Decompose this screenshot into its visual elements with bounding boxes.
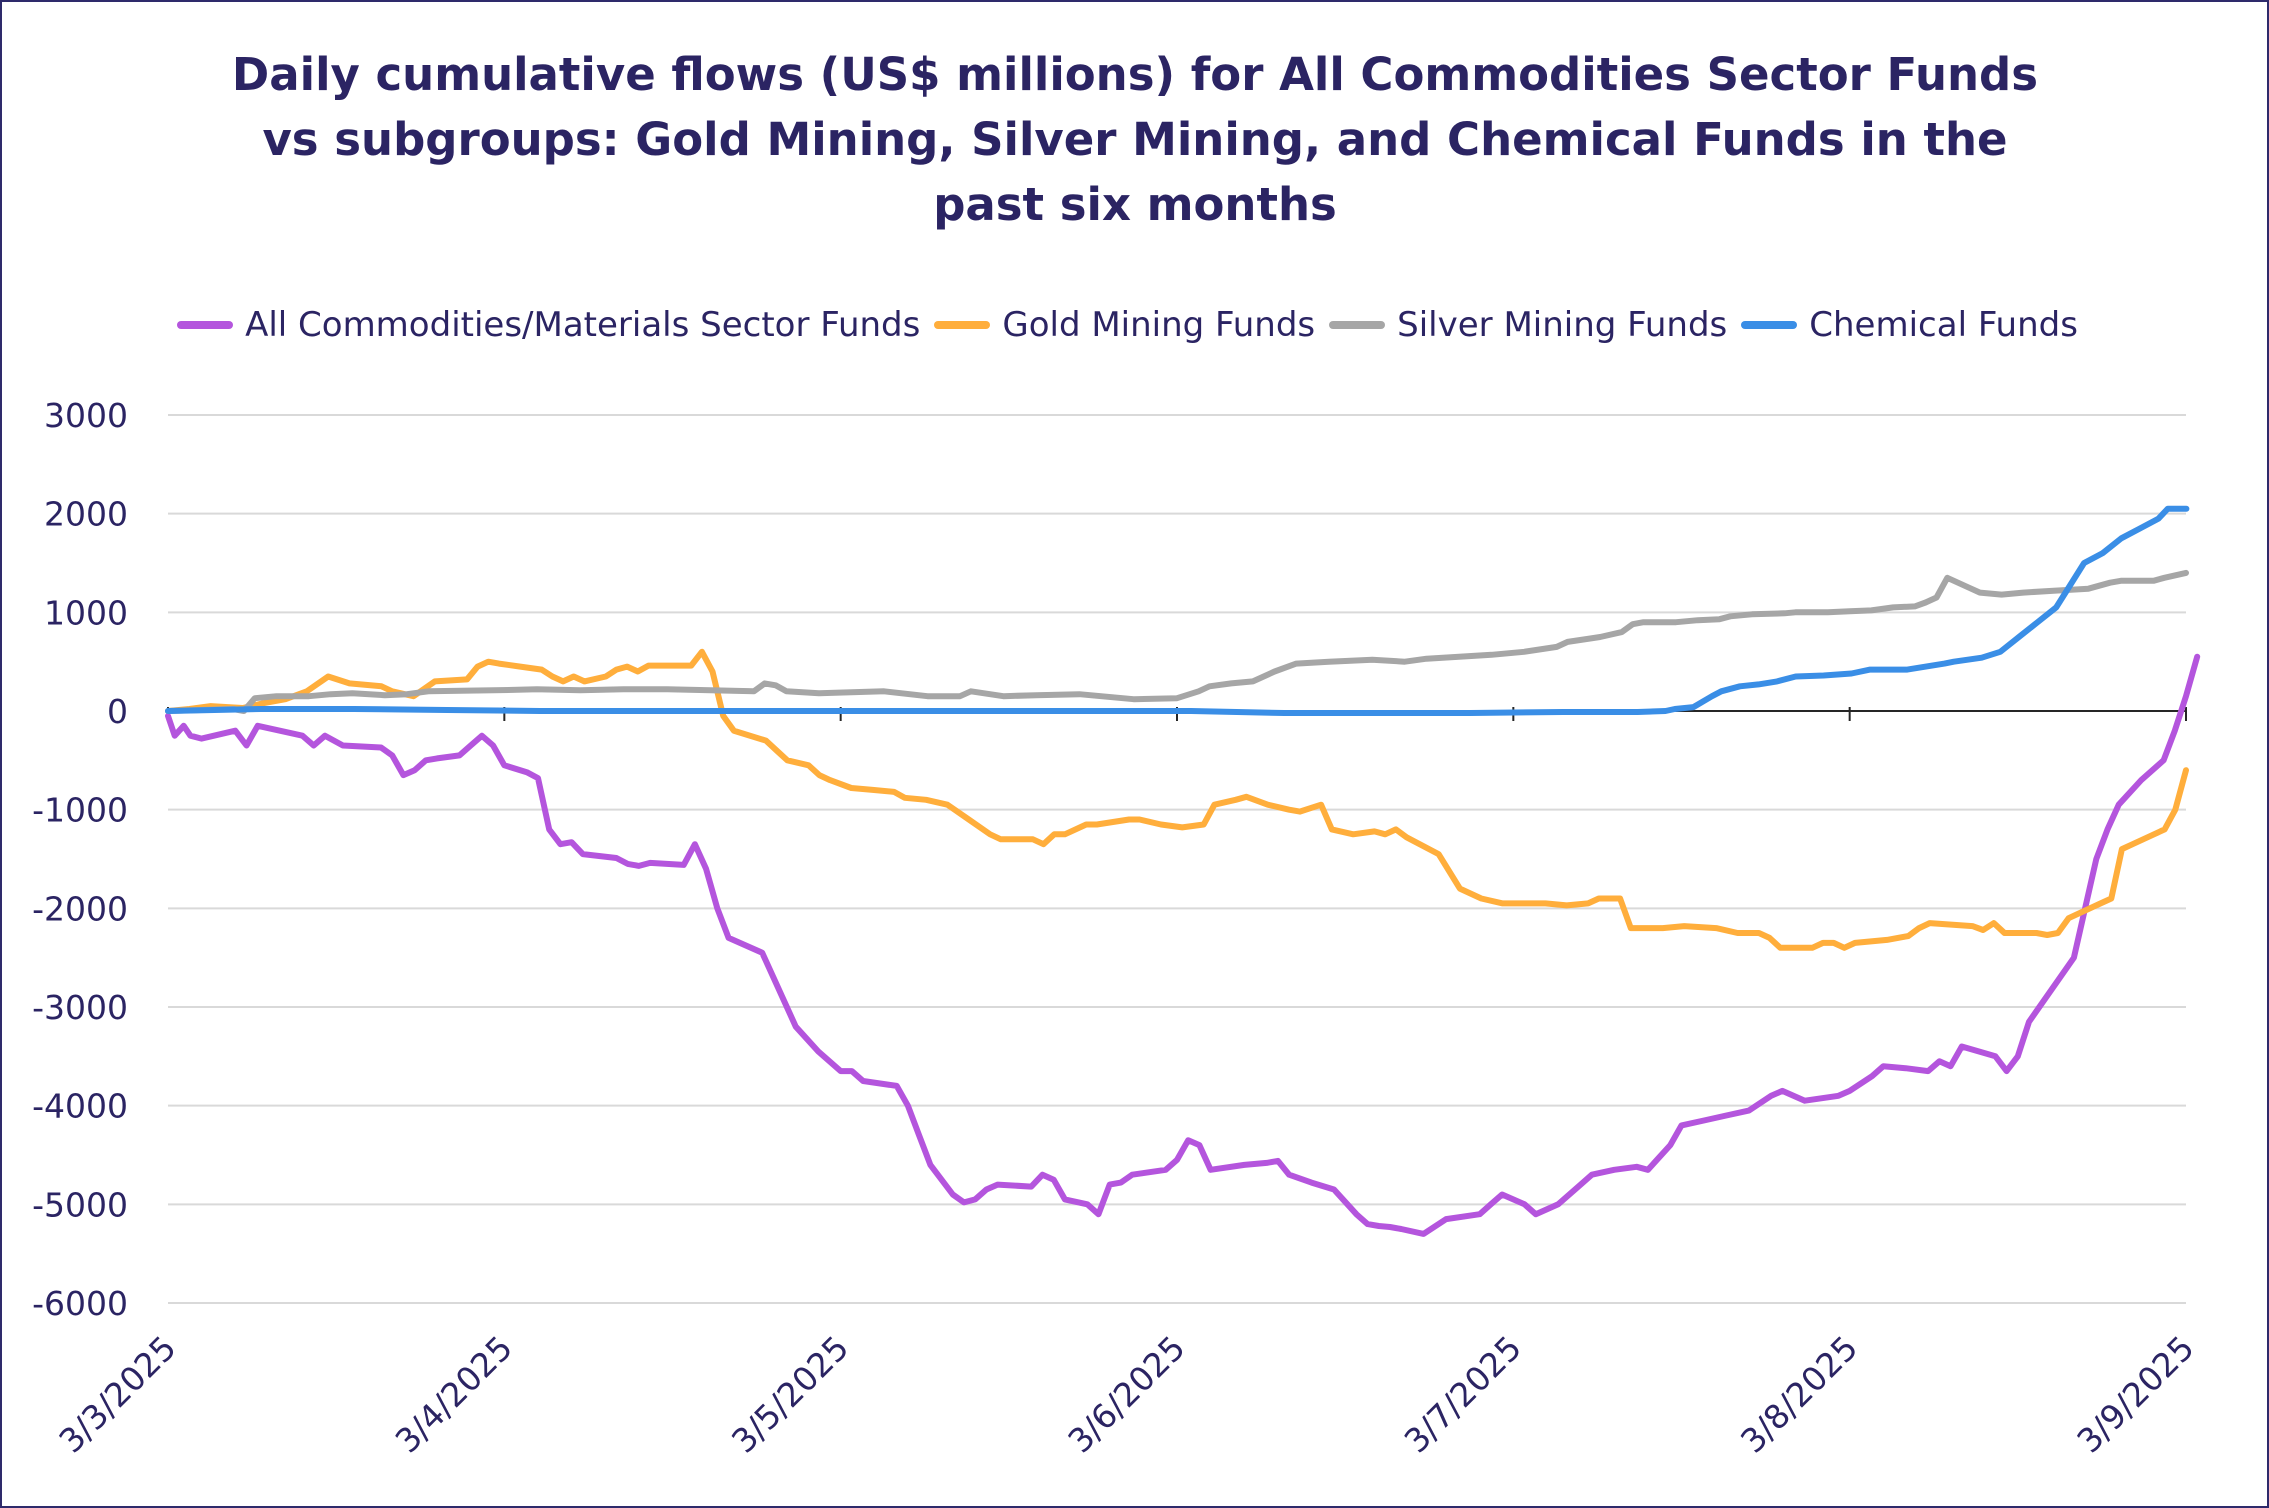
x-tick-label: 3/6/2025 — [1060, 1328, 1192, 1460]
x-tick-label: 3/9/2025 — [2069, 1328, 2201, 1460]
chart-legend: All Commodities/Materials Sector Funds G… — [0, 300, 2269, 350]
legend-item-silver-mining: Silver Mining Funds — [1329, 305, 1727, 345]
chart-title-line-2: vs subgroups: Gold Mining, Silver Mining… — [262, 113, 2008, 166]
x-tick-label: 3/5/2025 — [724, 1328, 856, 1460]
x-tick-label: 3/7/2025 — [1397, 1328, 1529, 1460]
y-tick-label: -2000 — [32, 889, 128, 928]
x-tick-label: 3/4/2025 — [388, 1328, 520, 1460]
y-tick-label: -1000 — [32, 791, 128, 830]
y-tick-label: -4000 — [32, 1087, 128, 1126]
legend-item-gold-mining: Gold Mining Funds — [934, 305, 1315, 345]
legend-label-silver-mining: Silver Mining Funds — [1397, 305, 1728, 345]
y-tick-label: 0 — [107, 692, 128, 731]
legend-label-all-commodities: All Commodities/Materials Sector Funds — [245, 305, 921, 345]
y-tick-label: 3000 — [44, 396, 128, 435]
legend-swatch-chemical — [1741, 321, 1798, 329]
series-line-0 — [165, 653, 2201, 1237]
y-tick-label: 1000 — [44, 593, 128, 632]
legend-swatch-gold-mining — [934, 321, 991, 329]
series-line-1 — [165, 648, 2189, 951]
legend-label-chemical: Chemical Funds — [1809, 305, 2078, 345]
y-tick-label: -3000 — [32, 988, 128, 1027]
legend-item-chemical: Chemical Funds — [1741, 305, 2078, 345]
chart-title: Daily cumulative flows (US$ millions) fo… — [140, 42, 2130, 237]
y-tick-label: 2000 — [44, 495, 128, 534]
legend-item-all-commodities: All Commodities/Materials Sector Funds — [177, 305, 920, 345]
x-tick-label: 3/8/2025 — [1733, 1328, 1865, 1460]
x-tick-label: 3/3/2025 — [51, 1328, 183, 1460]
legend-label-gold-mining: Gold Mining Funds — [1002, 305, 1316, 345]
chart-title-line-1: Daily cumulative flows (US$ millions) fo… — [231, 48, 2039, 101]
legend-swatch-silver-mining — [1329, 321, 1386, 329]
legend-swatch-all-commodities — [177, 321, 234, 329]
series-line-2 — [165, 569, 2189, 714]
series-line-3 — [165, 505, 2190, 716]
chart-title-line-3: past six months — [933, 178, 1337, 231]
y-tick-label: -5000 — [32, 1185, 128, 1224]
y-tick-label: -6000 — [32, 1284, 128, 1323]
